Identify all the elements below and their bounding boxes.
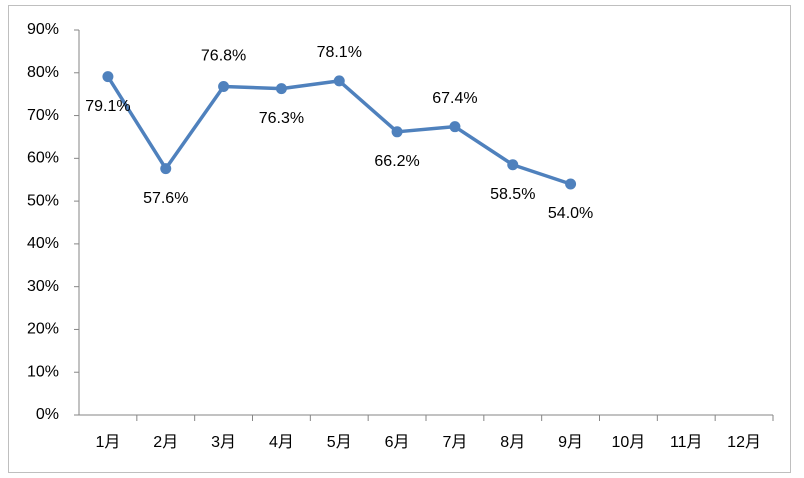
x-tick-label: 2月 [153,434,178,451]
data-label: 58.5% [490,186,535,203]
x-tick-label: 5月 [327,434,352,451]
data-point [391,126,403,138]
data-point [507,159,519,171]
x-tick-label: 6月 [385,434,410,451]
x-tick-label: 12月 [727,434,761,451]
data-label: 78.1% [317,44,362,61]
y-tick-label: 60% [27,150,59,167]
y-tick-label: 10% [27,363,59,380]
x-tick-label: 1月 [95,434,120,451]
y-tick-label: 30% [27,278,59,295]
data-line [106,75,572,186]
x-tick-label: 4月 [269,434,294,451]
y-tick-label: 70% [27,107,59,124]
data-label: 67.4% [432,90,477,107]
x-tick-label: 9月 [558,434,583,451]
data-point [275,83,287,95]
x-tick-label: 8月 [500,434,525,451]
x-tick-label: 3月 [211,434,236,451]
x-tick-label: 10月 [612,434,646,451]
y-tick-label: 50% [27,192,59,209]
data-label: 76.8% [201,48,246,65]
x-tick-label: 7月 [442,434,467,451]
data-label: 57.6% [143,190,188,207]
y-tick-label: 20% [27,321,59,338]
data-point [160,163,172,175]
data-label: 79.1% [85,98,130,115]
y-tick-label: 0% [36,406,59,423]
chart-frame [8,5,791,473]
data-point [449,121,461,133]
y-tick-label: 40% [27,235,59,252]
data-label: 66.2% [374,153,419,170]
data-label: 54.0% [548,205,593,222]
data-point [218,80,230,92]
data-point [333,75,345,87]
y-tick-label: 90% [27,21,59,38]
y-tick-label: 80% [27,64,59,81]
data-point [102,71,114,83]
x-tick-label: 11月 [670,434,703,451]
data-label: 76.3% [259,110,304,127]
data-point [565,178,577,190]
